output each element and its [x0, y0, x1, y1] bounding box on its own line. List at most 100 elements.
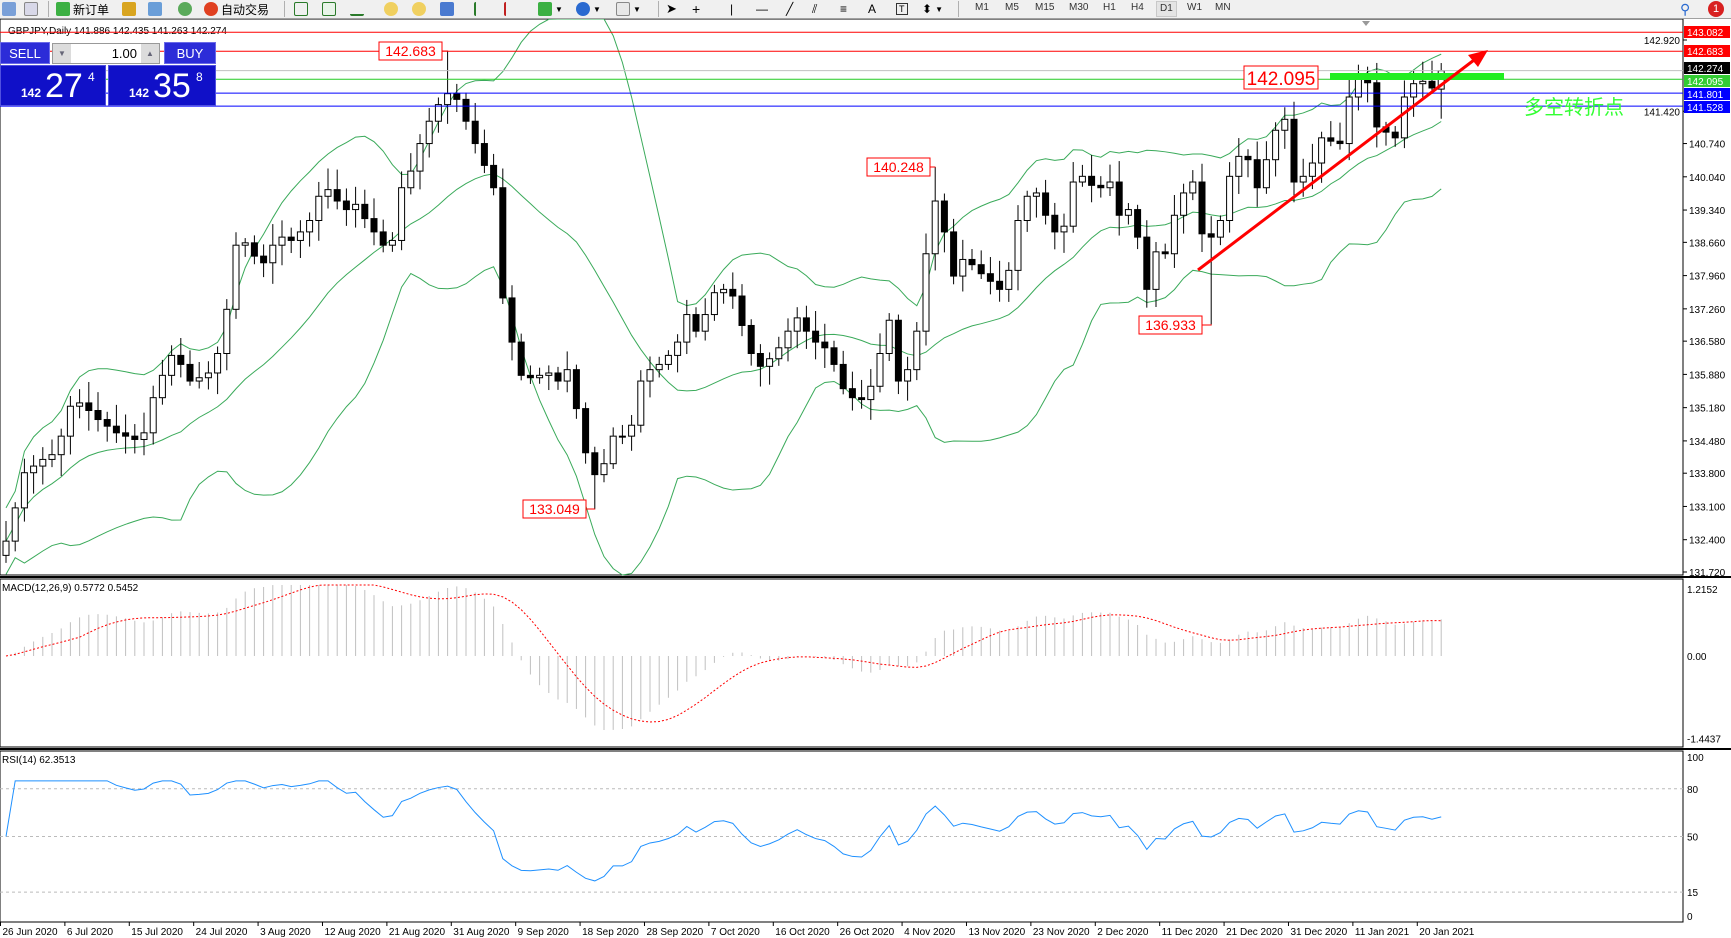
- bear-candle-body: [1198, 181, 1206, 235]
- bull-candle-body: [1281, 118, 1289, 131]
- profile-button[interactable]: [2, 1, 16, 17]
- cursor-button[interactable]: ➤: [666, 1, 677, 17]
- candle: [756, 344, 764, 387]
- decrease-lot-icon[interactable]: ▼: [53, 44, 71, 63]
- bollinger-middle: [5, 121, 1442, 542]
- tile-windows-button[interactable]: [440, 1, 454, 17]
- crosshair-button[interactable]: +: [692, 1, 700, 17]
- bear-candle-body: [471, 120, 479, 145]
- arrows-button[interactable]: ⬍ ▼: [922, 1, 943, 17]
- chart-shift-button[interactable]: [474, 1, 488, 17]
- price-tick-label: 133.800: [1689, 469, 1726, 480]
- price-tick-label: 135.880: [1689, 370, 1726, 381]
- data-window-button[interactable]: [148, 1, 162, 17]
- bear-candle-body: [370, 218, 378, 233]
- text-label-button[interactable]: T: [896, 1, 908, 17]
- candle: [710, 284, 718, 321]
- bull-candle-body: [683, 314, 691, 343]
- buy-button[interactable]: BUY: [164, 42, 216, 64]
- price-label: 136.933: [1138, 315, 1212, 335]
- trendline-button[interactable]: ╱: [786, 1, 793, 17]
- bear-candle-body: [582, 408, 590, 454]
- text-button[interactable]: A: [868, 1, 876, 17]
- bull-candle-body: [1060, 225, 1068, 233]
- bear-candle-body: [1088, 175, 1096, 186]
- period-m30[interactable]: M30: [1069, 2, 1089, 13]
- zoom-in-button[interactable]: [384, 1, 398, 17]
- bear-candle-body: [950, 231, 958, 277]
- bull-candle-body: [1069, 181, 1077, 227]
- bar-chart-button[interactable]: [294, 1, 308, 17]
- market-watch-button[interactable]: [122, 1, 136, 17]
- bear-candle-body: [756, 353, 764, 367]
- chart-shift-icon: [474, 2, 488, 16]
- candle: [572, 364, 580, 419]
- bear-candle-body: [986, 273, 994, 282]
- channel-button[interactable]: ⫽: [812, 1, 817, 17]
- ask-price[interactable]: 142 35 8: [108, 65, 216, 106]
- bull-candle-body: [646, 369, 654, 382]
- period-mn[interactable]: MN: [1215, 2, 1231, 13]
- templates-button[interactable]: ▼: [616, 1, 641, 17]
- bull-candle-body: [1226, 175, 1234, 221]
- auto-trading-button[interactable]: 自动交易: [204, 1, 269, 17]
- price-label: 142.683: [378, 41, 449, 61]
- bear-candle-body: [1134, 209, 1142, 238]
- period-m5[interactable]: M5: [1005, 2, 1019, 13]
- bear-candle-body: [1115, 181, 1123, 216]
- price-tick-label: 131.720: [1689, 568, 1726, 579]
- new-order-button[interactable]: 新订单: [56, 1, 109, 17]
- navigator-button[interactable]: [24, 1, 38, 17]
- vertical-line-button[interactable]: |: [730, 1, 733, 17]
- indicators-button[interactable]: ▼: [538, 1, 563, 17]
- signals-button[interactable]: [178, 1, 192, 17]
- candlestick-button[interactable]: [322, 1, 336, 17]
- notifications-button[interactable]: 1: [1708, 1, 1724, 17]
- bollinger-lower: [5, 188, 1442, 576]
- periods-button[interactable]: ▼: [576, 1, 601, 17]
- bear-candle-body: [131, 435, 139, 440]
- period-w1[interactable]: W1: [1187, 2, 1202, 13]
- main-pane-frame: [0, 18, 1684, 576]
- candle: [1216, 215, 1224, 246]
- price-tick-label: 138.660: [1689, 238, 1726, 249]
- arrow-head-icon: [1468, 50, 1488, 67]
- lot-size-input[interactable]: 1.00: [111, 46, 137, 61]
- bull-candle-body: [48, 454, 56, 460]
- price-tick-label: 133.100: [1689, 502, 1726, 513]
- zoom-out-button[interactable]: [412, 1, 426, 17]
- date-label: 21 Dec 2020: [1226, 927, 1283, 938]
- bull-candle-body: [545, 372, 553, 376]
- fibonacci-button[interactable]: ≡: [840, 1, 847, 17]
- bear-candle-body: [361, 203, 369, 220]
- candle: [968, 248, 976, 271]
- line-chart-button[interactable]: [350, 1, 364, 17]
- period-m15[interactable]: M15: [1035, 2, 1055, 13]
- candle: [1226, 162, 1234, 233]
- period-h1[interactable]: H1: [1103, 2, 1116, 13]
- candle: [1042, 179, 1050, 225]
- tile-icon: [440, 2, 454, 16]
- period-d1[interactable]: D1: [1156, 1, 1177, 17]
- bull-candle-body: [232, 244, 240, 310]
- price-axis-marker: [1684, 62, 1730, 74]
- candle: [177, 338, 185, 378]
- bull-candle-body: [775, 347, 783, 360]
- period-m1[interactable]: M1: [975, 2, 989, 13]
- sell-button[interactable]: SELL: [0, 42, 50, 64]
- candle: [20, 458, 28, 522]
- candle: [582, 402, 590, 464]
- increase-lot-icon[interactable]: ▲: [141, 44, 159, 63]
- candle: [186, 350, 194, 386]
- candle: [1207, 216, 1215, 325]
- horizontal-line-button[interactable]: —: [756, 1, 768, 17]
- period-h4[interactable]: H4: [1131, 2, 1144, 13]
- lot-size-stepper[interactable]: ▼ 1.00 ▲: [52, 43, 160, 64]
- separator: [958, 1, 959, 17]
- search-button[interactable]: ⚲: [1680, 1, 1690, 17]
- bid-price[interactable]: 142 27 4: [0, 65, 106, 106]
- bull-candle-body: [655, 363, 663, 371]
- autoscroll-button[interactable]: [504, 1, 518, 17]
- price-tick-label: 140.740: [1689, 140, 1726, 151]
